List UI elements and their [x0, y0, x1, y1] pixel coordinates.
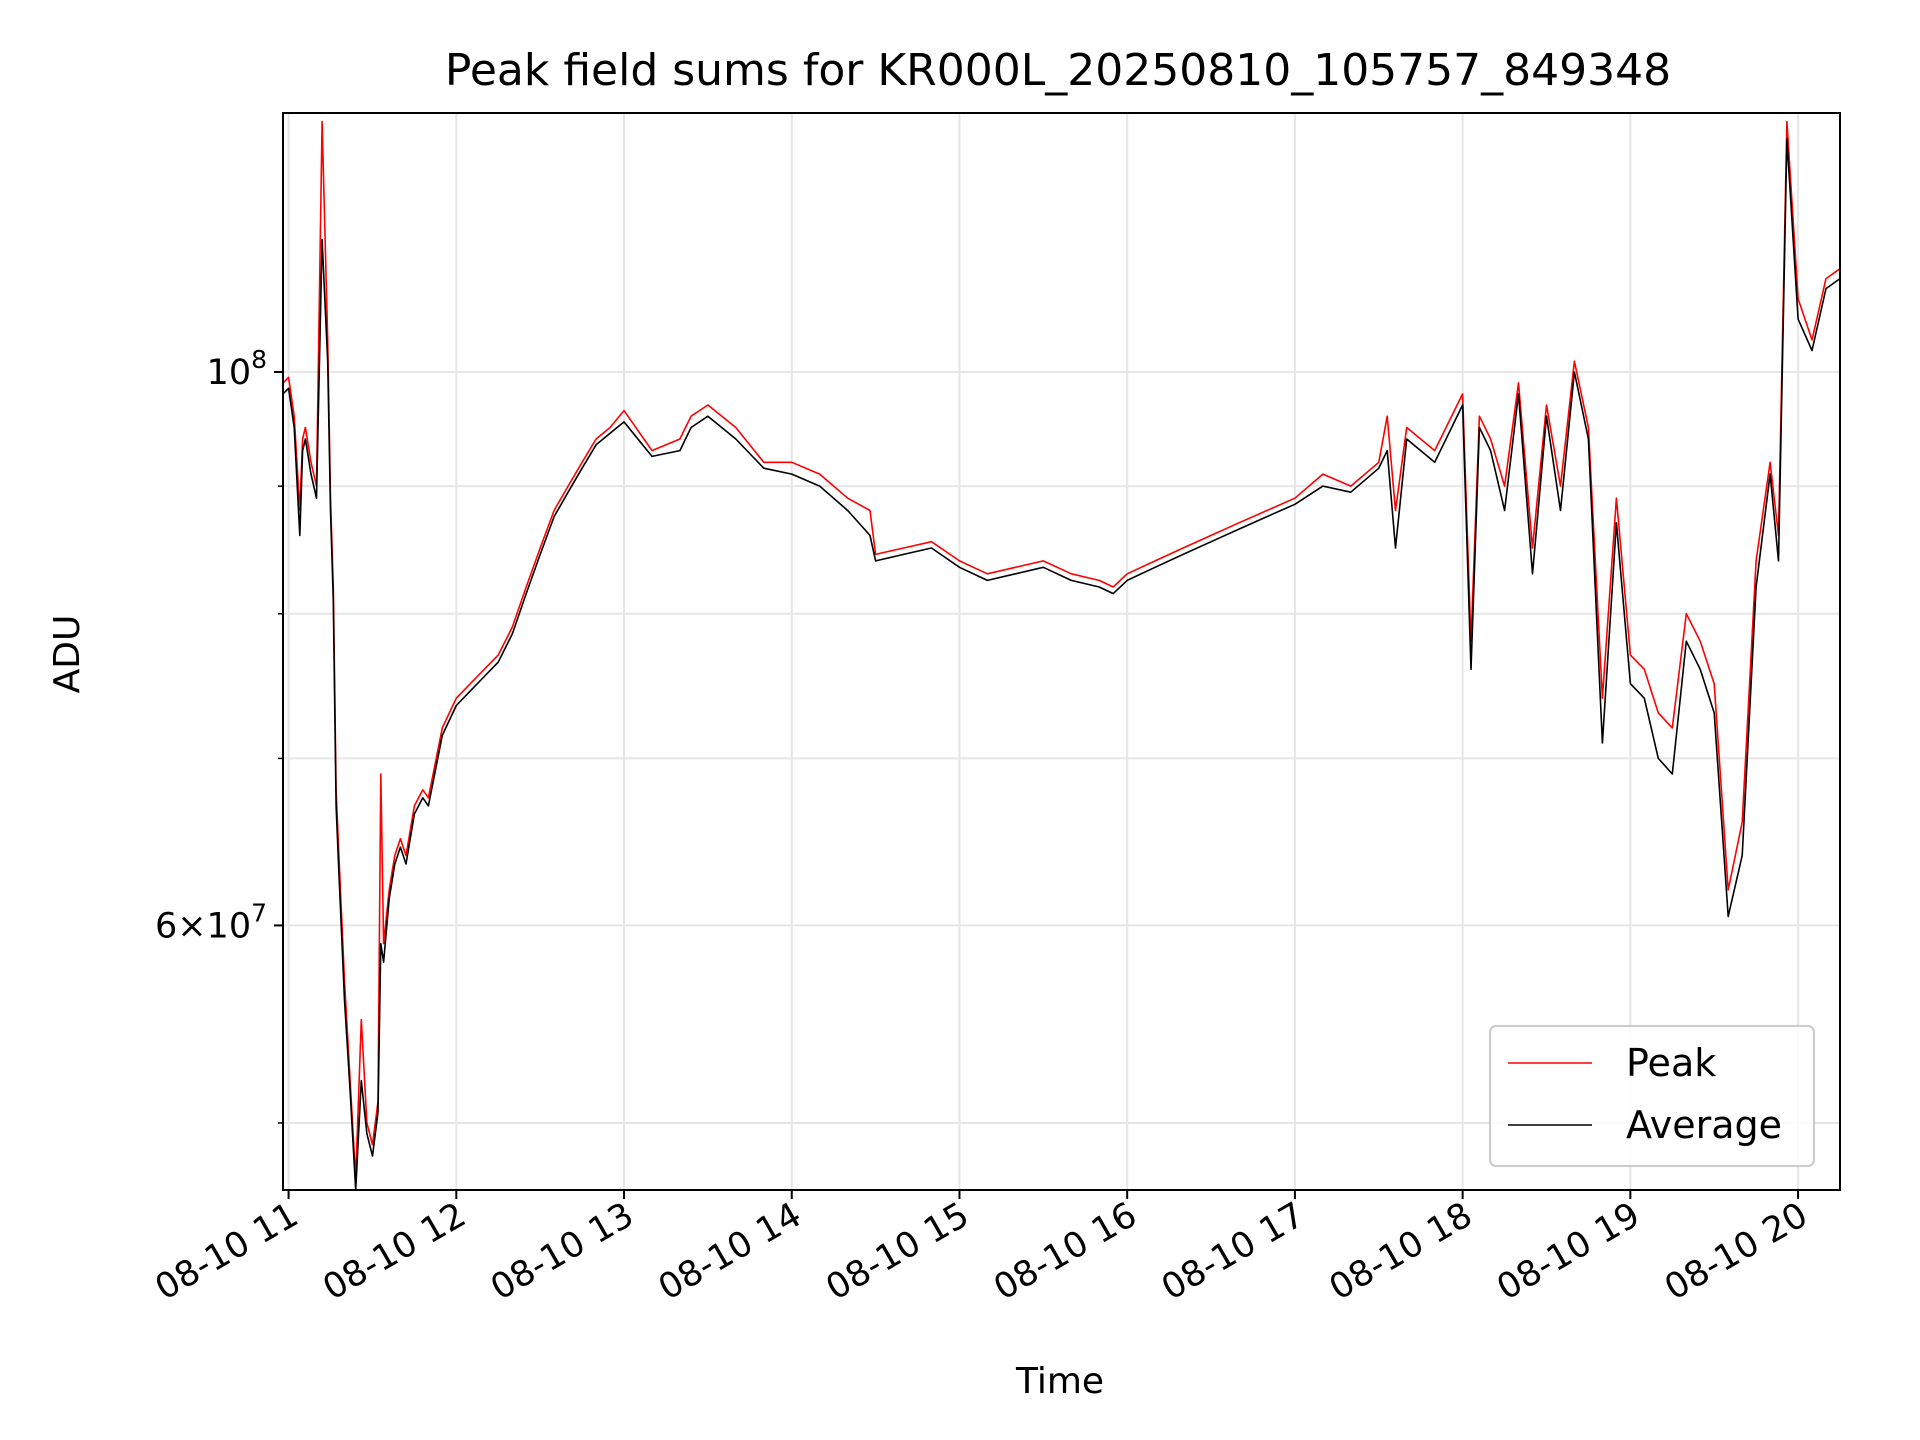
legend-box: [1489, 1025, 1815, 1167]
legend: Peak Average: [1489, 1025, 1815, 1167]
y-tick-label: 108: [207, 345, 267, 393]
y-tick-label: 6×107: [155, 898, 267, 946]
series-line-peak: [282, 120, 1841, 1180]
x-axis-label: Time: [1015, 1361, 1104, 1402]
y-axis-label: ADU: [47, 615, 88, 694]
series-line-average: [282, 138, 1841, 1191]
chart-title: Peak field sums for KR000L_20250810_1057…: [445, 45, 1671, 96]
plot-frame: [282, 112, 1841, 1191]
legend-label-average: Average: [1626, 1103, 1782, 1147]
legend-label-peak: Peak: [1626, 1041, 1716, 1085]
plot-lines: [282, 120, 1841, 1191]
grid: [283, 113, 1840, 1190]
